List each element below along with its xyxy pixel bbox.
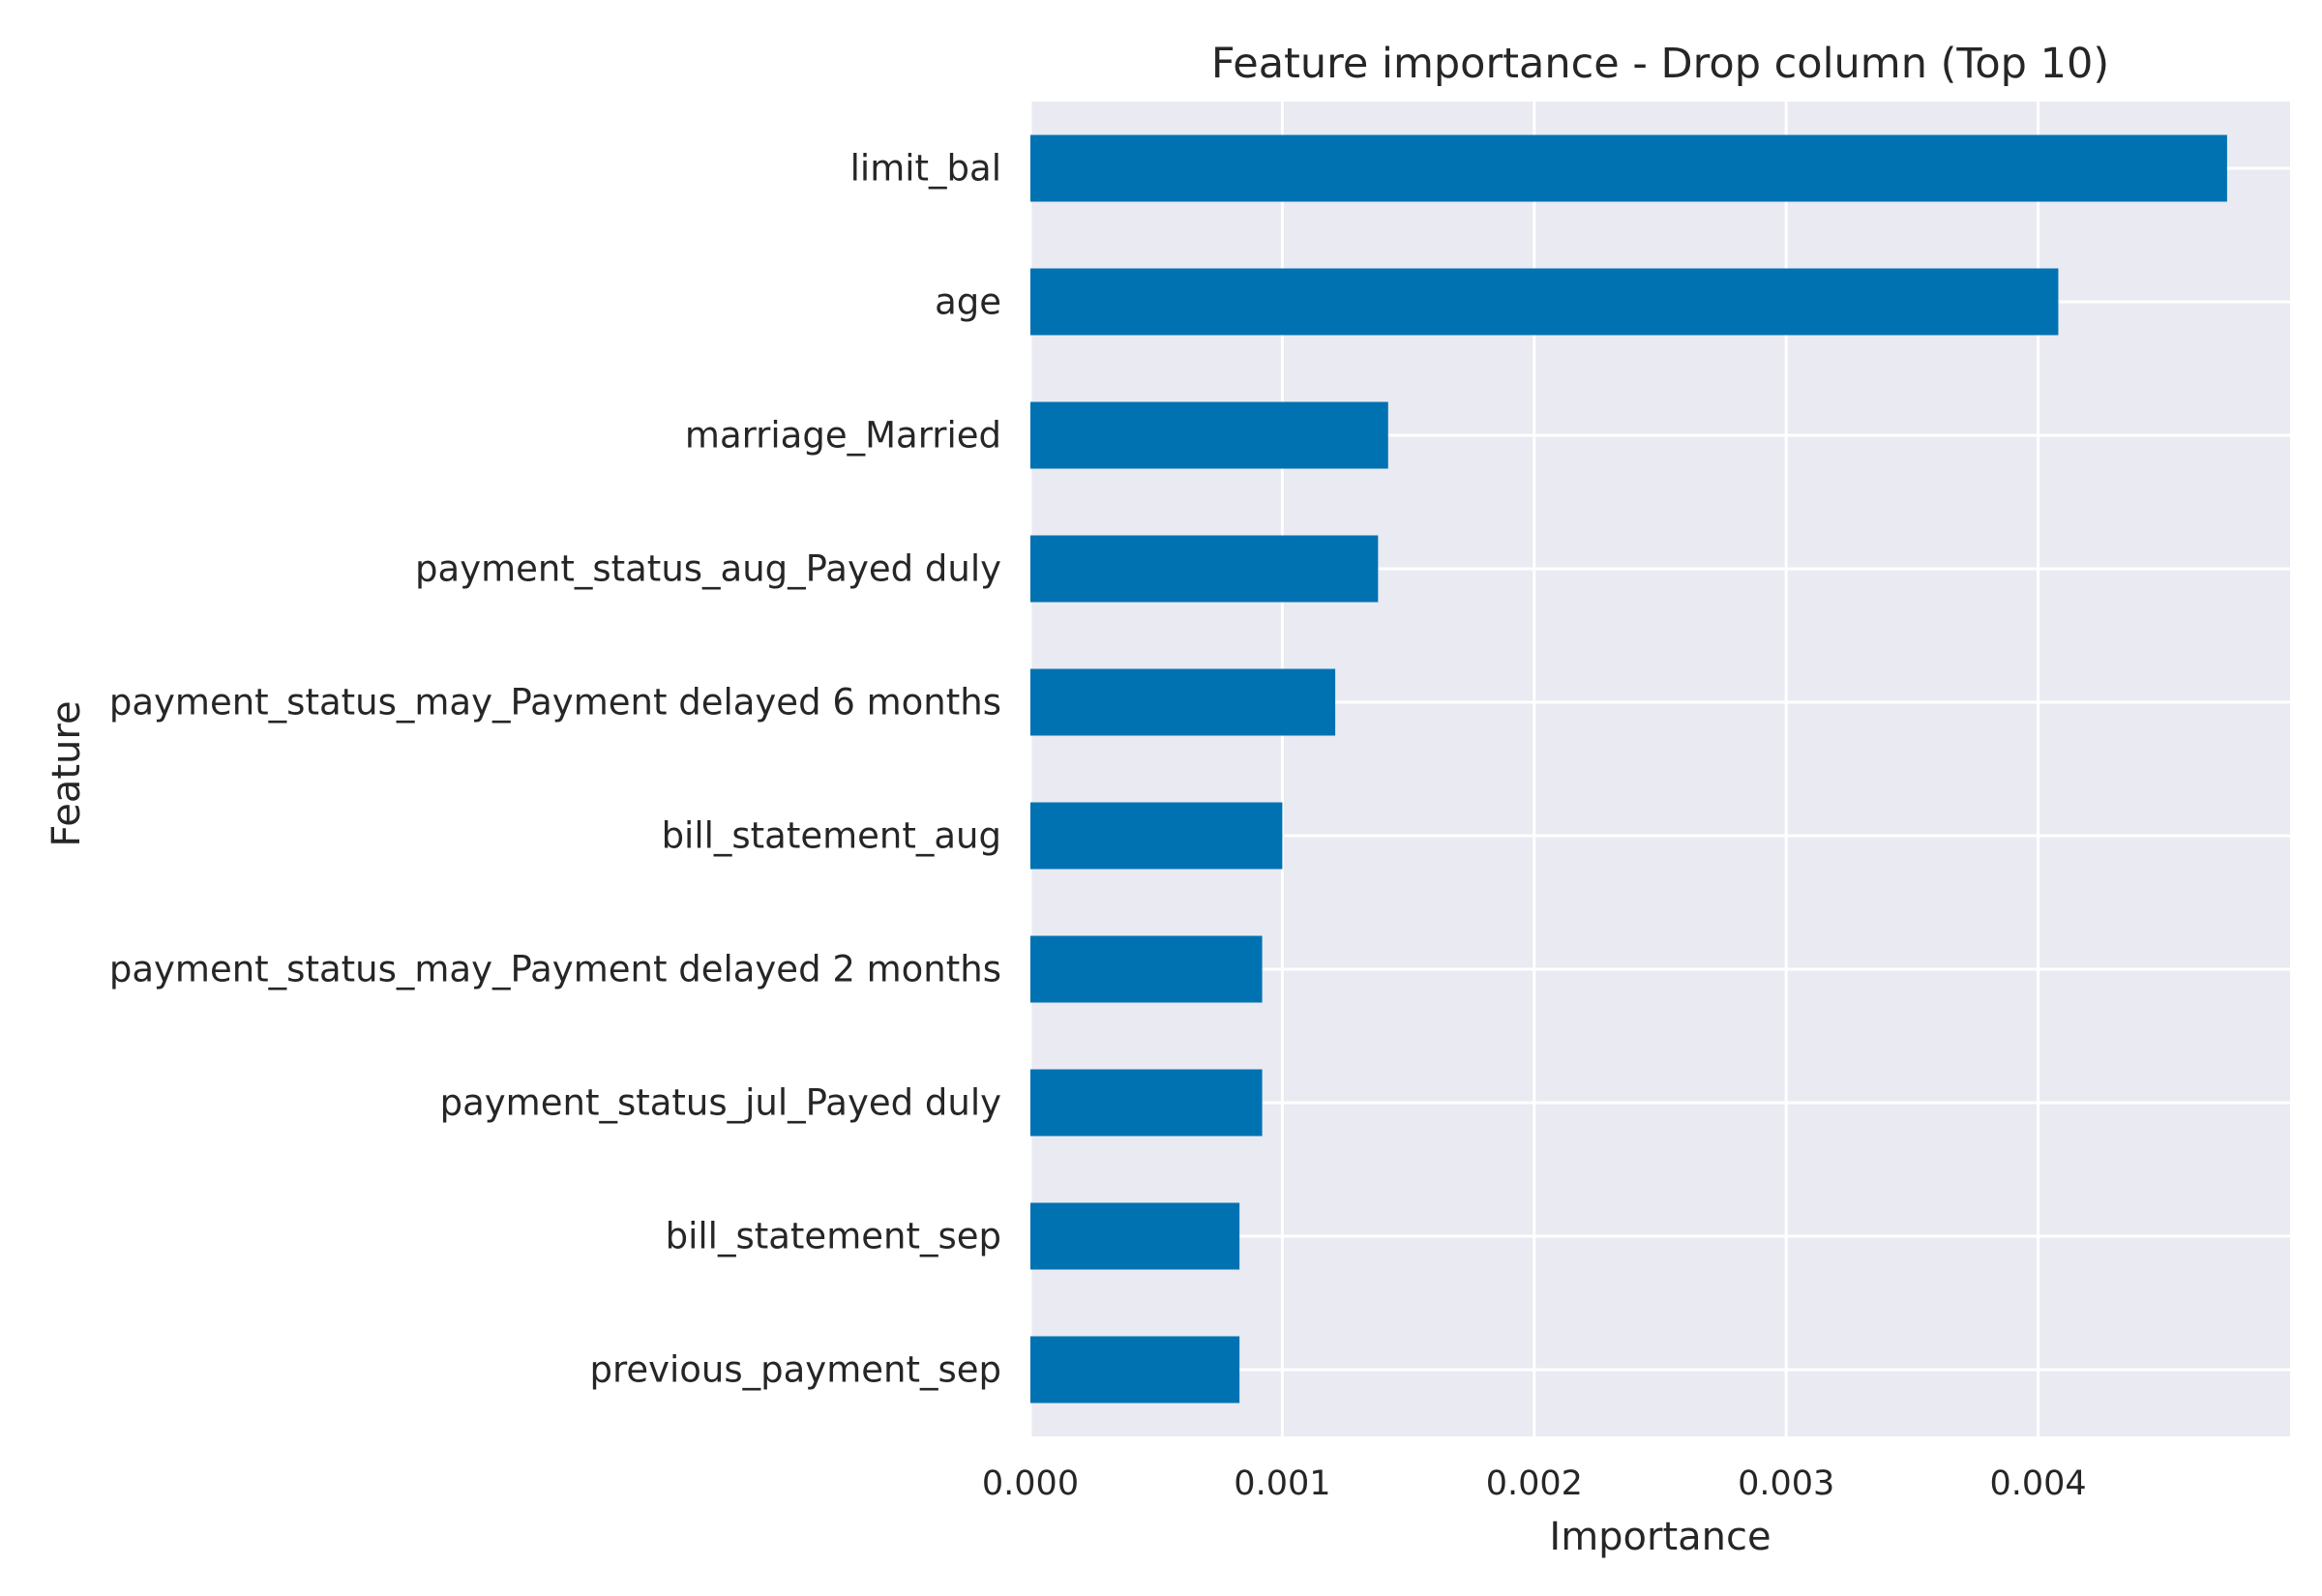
bar-age [1030,268,2059,336]
bar-payment-status-aug-payed-duly [1030,535,1379,603]
y-tick-label: payment_status_jul_Payed duly [440,1082,1001,1124]
y-tick-label: bill_statement_aug [662,815,1001,857]
bar-bill-statement-sep [1030,1202,1240,1270]
y-tick-label: payment_status_aug_Payed duly [415,548,1001,590]
y-tick-label: age [935,281,1001,323]
y-tick-label: marriage_Married [685,415,1001,457]
y-tick-label: payment_status_may_Payment delayed 2 mon… [109,949,1001,990]
bar-bill-statement-aug [1030,802,1283,870]
chart-title: Feature importance - Drop column (Top 10… [1211,40,2109,88]
x-axis-label: Importance [1549,1515,1771,1559]
bar-payment-status-may-payment-delayed-2-months [1030,935,1263,1003]
x-tick-label: 0.001 [1234,1464,1330,1503]
x-tick-labels: 0.000 0.001 0.002 0.003 0.004 [982,1464,2087,1503]
x-tick-label: 0.003 [1738,1464,1834,1503]
bar-marriage-married [1030,401,1388,469]
bar-payment-status-may-payment-delayed-6-months [1030,668,1336,736]
bars [1030,134,2227,1404]
y-tick-label: bill_statement_sep [666,1216,1001,1257]
y-tick-label: payment_status_may_Payment delayed 6 mon… [109,682,1001,724]
y-tick-label: limit_bal [850,148,1001,190]
x-tick-label: 0.002 [1486,1464,1583,1503]
x-tick-label: 0.000 [982,1464,1079,1503]
y-tick-label: previous_payment_sep [589,1349,1001,1391]
bar-payment-status-jul-payed-duly [1030,1069,1263,1137]
y-axis-label: Feature [45,700,89,846]
bar-previous-payment-sep [1030,1336,1240,1404]
x-tick-label: 0.004 [1989,1464,2086,1503]
bar-limit-bal [1030,134,2227,202]
